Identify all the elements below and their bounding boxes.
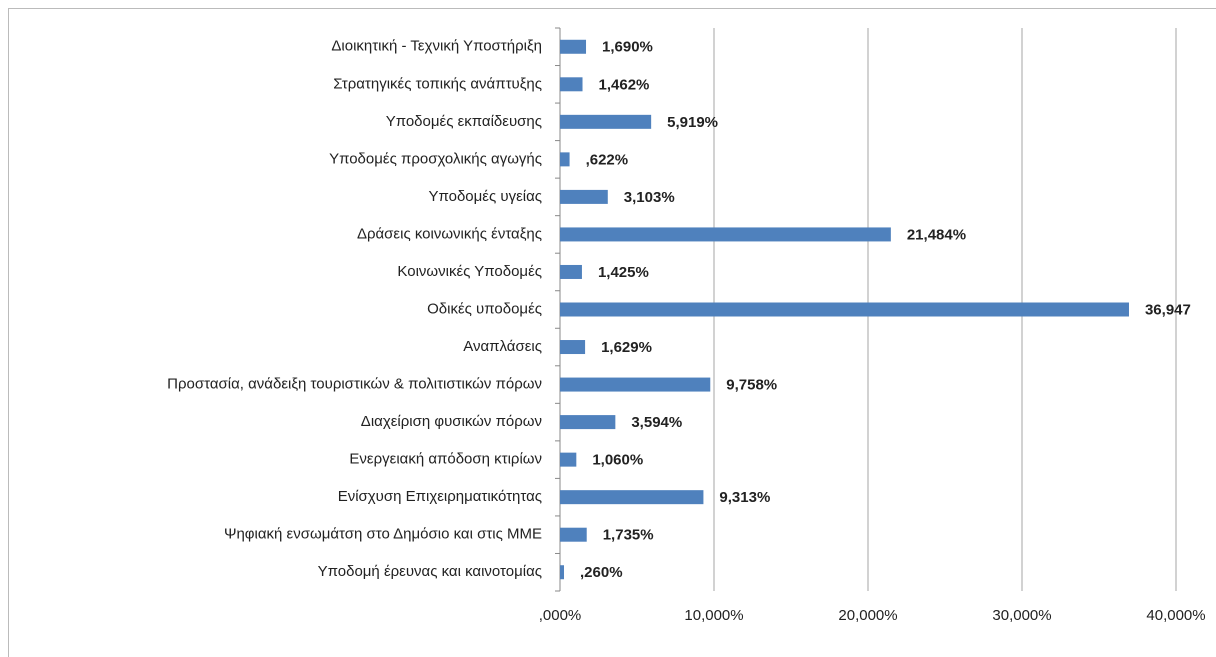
y-tick-label: Προστασία, ανάδειξη τουριστικών & πολιτι…: [167, 376, 542, 393]
y-tick-label: Υποδομές προσχολικής αγωγής: [329, 150, 542, 167]
bar: [560, 114, 652, 129]
y-tick-label: Ενεργειακή απόδοση κτιρίων: [349, 451, 542, 468]
x-tick-label: ,000%: [539, 607, 582, 624]
bar: [560, 152, 570, 167]
bar: [560, 302, 1129, 317]
y-tick-label: Υποδομές εκπαίδευσης: [386, 113, 542, 130]
bar: [560, 340, 586, 355]
bar: [560, 565, 565, 580]
value-label: 1,629%: [601, 339, 652, 356]
x-tick-label: 30,000%: [992, 607, 1051, 624]
bar: [560, 527, 587, 542]
value-label: 36,947: [1145, 301, 1191, 318]
value-label: 1,060%: [592, 452, 643, 469]
bar: [560, 415, 616, 430]
x-tick-label: 10,000%: [684, 607, 743, 624]
y-tick-label: Οδικές υποδομές: [427, 300, 542, 317]
y-tick-label: Αναπλάσεις: [463, 338, 542, 355]
value-label: 3,103%: [624, 189, 675, 206]
value-label: 9,758%: [726, 377, 777, 394]
y-tick-label: Διαχείριση φυσικών πόρων: [361, 413, 542, 430]
value-label: ,622%: [586, 151, 629, 168]
x-tick-label: 40,000%: [1146, 607, 1205, 624]
y-tick-label: Υποδομές υγείας: [428, 188, 542, 205]
value-label: ,260%: [580, 564, 623, 581]
value-label: 1,425%: [598, 264, 649, 281]
value-label: 5,919%: [667, 114, 718, 131]
bar: [560, 264, 582, 279]
y-tick-label: Υποδομή έρευνας και καινοτομίας: [318, 563, 542, 580]
y-tick-label: Ψηφιακή ενσωμάτση στο Δημόσιο και στις Μ…: [224, 526, 542, 543]
bar: [560, 77, 583, 92]
y-tick-label: Στρατηγικές τοπικής ανάπτυξης: [333, 75, 542, 92]
y-tick-label: Δράσεις κοινωνικής ένταξης: [357, 225, 542, 242]
value-label: 1,690%: [602, 39, 653, 56]
bar: [560, 377, 711, 392]
bar: [560, 39, 587, 54]
value-label: 1,735%: [603, 527, 654, 544]
y-tick-label: Ενίσχυση Επιχειρηματικότητας: [338, 488, 542, 505]
bar: [560, 452, 577, 467]
x-tick-label: 20,000%: [838, 607, 897, 624]
y-tick-label: Διοικητική - Τεχνική Υποστήριξη: [331, 38, 542, 55]
y-tick-label: Κοινωνικές Υποδομές: [397, 263, 542, 280]
bar: [560, 490, 704, 505]
bar: [560, 189, 608, 204]
chart-frame: [8, 8, 1216, 657]
value-label: 1,462%: [599, 76, 650, 93]
value-label: 9,313%: [719, 489, 770, 506]
value-label: 3,594%: [631, 414, 682, 431]
bar: [560, 227, 891, 242]
value-label: 21,484%: [907, 226, 966, 243]
